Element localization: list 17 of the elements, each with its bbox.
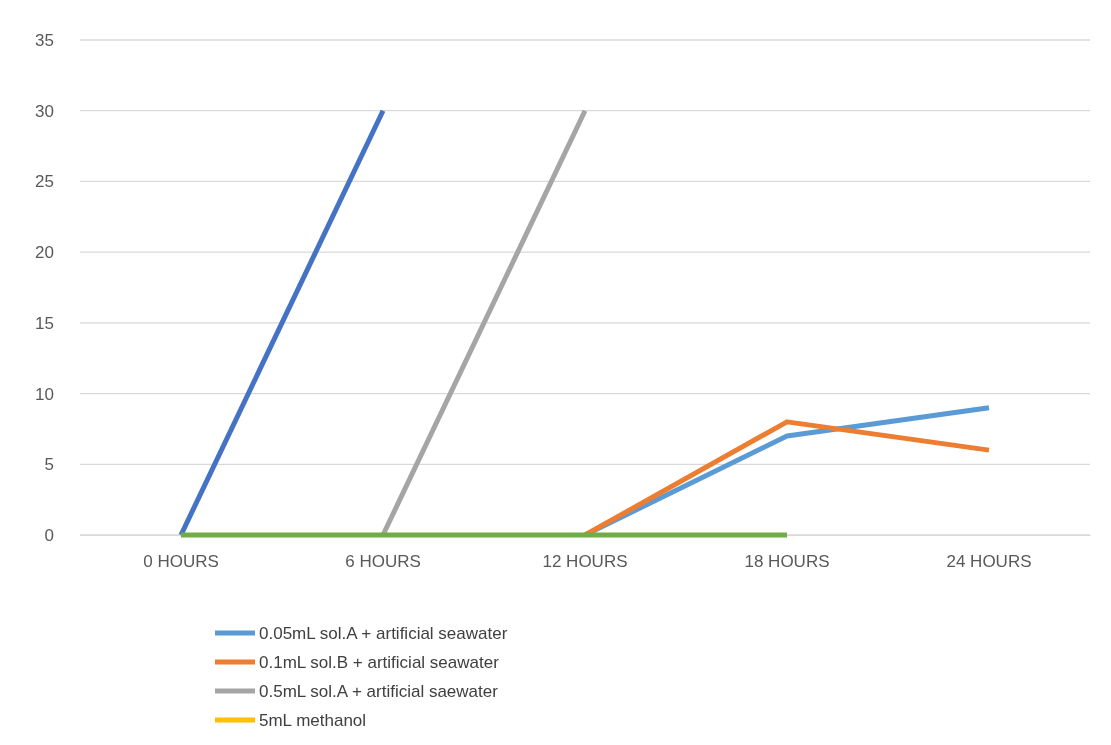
x-tick-label: 18 HOURS bbox=[744, 552, 830, 572]
legend-label: 5mL methanol bbox=[259, 710, 367, 730]
y-tick-label: 5 bbox=[44, 455, 54, 475]
legend-label: 0.5mL sol.A + artificial saewater bbox=[259, 681, 499, 701]
y-tick-label: 35 bbox=[35, 30, 54, 50]
y-tick-label: 10 bbox=[35, 384, 54, 404]
x-tick-label: 24 HOURS bbox=[946, 552, 1032, 572]
x-tick-label: 12 HOURS bbox=[542, 552, 628, 572]
x-tick-label: 0 HOURS bbox=[143, 552, 219, 572]
y-tick-label: 15 bbox=[35, 313, 54, 333]
x-tick-label: 6 HOURS bbox=[345, 552, 421, 572]
legend-label: 0.1mL sol.B + artificial seawater bbox=[259, 652, 500, 672]
y-tick-label: 30 bbox=[35, 101, 54, 121]
y-tick-label: 25 bbox=[35, 172, 54, 192]
legend-label: 0.05mL sol.A + artificial seawater bbox=[259, 623, 508, 643]
y-tick-label: 20 bbox=[35, 243, 54, 263]
y-tick-label: 0 bbox=[44, 525, 54, 545]
